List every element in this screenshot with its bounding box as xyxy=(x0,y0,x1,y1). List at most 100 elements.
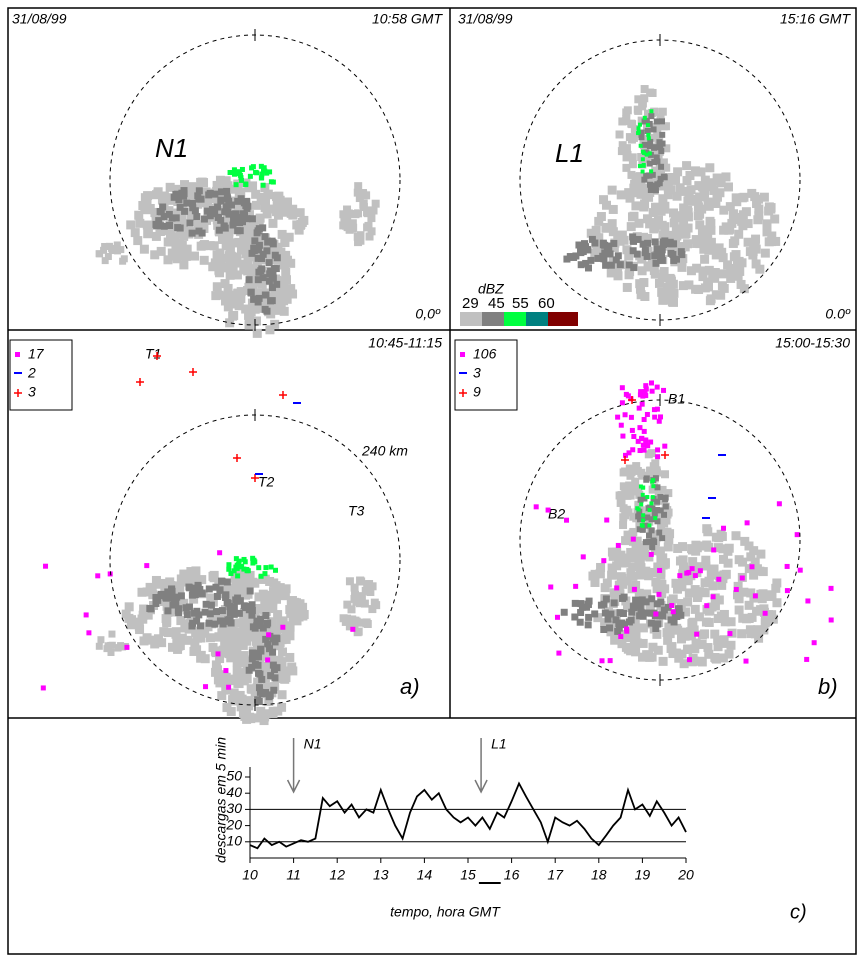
echo xyxy=(678,569,688,579)
echo xyxy=(223,187,231,195)
echo xyxy=(350,583,359,592)
echo xyxy=(228,262,238,272)
echo xyxy=(644,109,653,118)
echo xyxy=(135,218,145,228)
x-tick-label: 10 xyxy=(242,867,258,883)
echo xyxy=(703,282,713,292)
echo xyxy=(259,175,265,181)
echo xyxy=(660,606,668,614)
echo xyxy=(196,241,206,251)
stroke-dot xyxy=(203,684,209,690)
echo xyxy=(710,652,720,662)
echo xyxy=(268,564,274,570)
echo xyxy=(242,604,250,612)
echo xyxy=(243,181,249,187)
echo xyxy=(250,219,260,229)
echo xyxy=(735,266,745,276)
echo xyxy=(619,513,628,522)
echo xyxy=(265,259,273,267)
echo xyxy=(180,180,190,190)
echo xyxy=(629,603,637,611)
echo xyxy=(654,506,661,513)
echo xyxy=(212,250,222,260)
echo xyxy=(154,596,162,604)
echo xyxy=(138,201,148,211)
echo xyxy=(670,211,680,221)
echo xyxy=(719,554,729,564)
echo xyxy=(258,255,266,263)
echo xyxy=(165,577,175,587)
echo xyxy=(228,570,234,576)
echo xyxy=(241,590,251,600)
echo xyxy=(281,250,291,260)
echo xyxy=(725,202,735,212)
echo xyxy=(248,607,256,615)
echo xyxy=(714,595,724,605)
stroke-dot xyxy=(265,657,271,663)
echo xyxy=(241,304,251,314)
stroke-dot xyxy=(624,626,630,632)
echo xyxy=(672,191,682,201)
date: 31/08/99 xyxy=(12,11,67,27)
frame xyxy=(7,7,857,955)
echo xyxy=(675,183,685,193)
echo xyxy=(236,561,242,567)
echo xyxy=(645,495,650,500)
stroke-dot xyxy=(40,685,46,691)
echo xyxy=(208,643,218,653)
echo xyxy=(221,176,231,186)
y-tick-label: 30 xyxy=(226,800,242,816)
echo xyxy=(767,237,777,247)
echo xyxy=(235,580,245,590)
echo xyxy=(664,622,674,632)
echo xyxy=(241,576,251,586)
echo xyxy=(734,229,744,239)
echo xyxy=(212,180,222,190)
echo xyxy=(682,176,692,186)
echo xyxy=(630,616,640,626)
echo xyxy=(239,651,249,661)
echo xyxy=(641,246,649,254)
echo xyxy=(575,241,583,249)
echo xyxy=(647,507,652,512)
echo xyxy=(616,261,624,269)
echo xyxy=(209,241,219,251)
echo xyxy=(615,491,624,500)
echo xyxy=(636,563,646,573)
echo xyxy=(97,636,105,644)
echo xyxy=(235,609,243,617)
echo xyxy=(705,296,715,306)
echo xyxy=(666,643,676,653)
echo xyxy=(286,596,296,606)
echo xyxy=(646,538,653,545)
echo xyxy=(181,251,191,261)
echo xyxy=(181,619,191,629)
echo xyxy=(231,568,237,574)
echo xyxy=(661,470,670,479)
stroke-dot xyxy=(656,591,662,597)
echo xyxy=(577,261,585,269)
echo xyxy=(135,625,145,635)
echo xyxy=(721,172,731,182)
echo xyxy=(751,234,761,244)
echo xyxy=(730,236,740,246)
echo xyxy=(644,571,654,581)
echo xyxy=(646,172,653,179)
echo xyxy=(631,631,641,641)
echo xyxy=(691,638,701,648)
echo xyxy=(238,637,248,647)
count: 17 xyxy=(28,346,45,362)
echo xyxy=(292,220,302,230)
echo xyxy=(197,589,205,597)
echo xyxy=(244,696,254,706)
echo xyxy=(710,629,720,639)
echo xyxy=(664,611,674,621)
echo xyxy=(234,301,244,311)
echo xyxy=(684,280,694,290)
annotation: L1 xyxy=(491,736,507,752)
echo xyxy=(258,163,264,169)
echo xyxy=(639,502,644,507)
echo xyxy=(245,712,255,722)
echo xyxy=(232,627,242,637)
echo xyxy=(263,625,273,635)
